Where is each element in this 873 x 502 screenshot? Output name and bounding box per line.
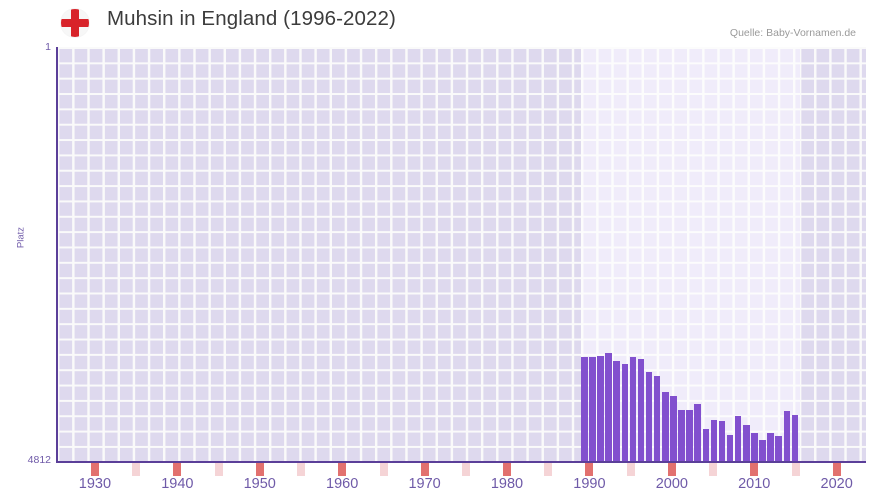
x-axis-tick-minor bbox=[626, 463, 635, 476]
x-axis-labels: 1930 1940 1950 1960 1970 1980 1990 2000 2010 2020 bbox=[0, 476, 873, 502]
bar[interactable] bbox=[694, 404, 701, 462]
bar[interactable] bbox=[637, 359, 645, 462]
source-attribution: Quelle: Baby-Vornamen.de bbox=[729, 27, 856, 39]
bar[interactable] bbox=[767, 433, 774, 462]
bar[interactable] bbox=[759, 440, 766, 462]
x-axis-tick-2020 bbox=[832, 463, 841, 476]
bar[interactable] bbox=[662, 392, 669, 462]
x-axis-tick-minor bbox=[791, 463, 800, 476]
bar[interactable] bbox=[791, 415, 799, 462]
x-axis-tick-minor bbox=[214, 463, 223, 476]
x-axis-tick-1940 bbox=[173, 463, 182, 476]
bar[interactable] bbox=[743, 425, 750, 462]
y-axis-tick-top: 1 bbox=[45, 41, 51, 53]
y-axis-line bbox=[56, 47, 58, 462]
bar[interactable] bbox=[605, 353, 612, 462]
x-axis-tick-1990 bbox=[585, 463, 594, 476]
bar[interactable] bbox=[621, 364, 629, 462]
x-axis-tick-1950 bbox=[255, 463, 264, 476]
bar[interactable] bbox=[783, 411, 791, 462]
x-axis-label-2010: 2010 bbox=[738, 476, 771, 492]
y-axis-tick-bottom: 4812 bbox=[27, 454, 51, 466]
y-axis-title: Platz bbox=[15, 226, 27, 249]
bar[interactable] bbox=[686, 410, 693, 462]
x-axis-label-1950: 1950 bbox=[243, 476, 276, 492]
bar[interactable] bbox=[653, 376, 661, 462]
x-axis-tick-minor bbox=[462, 463, 471, 476]
bar[interactable] bbox=[670, 396, 677, 462]
x-axis-label-1970: 1970 bbox=[408, 476, 441, 492]
x-axis-label-2000: 2000 bbox=[655, 476, 688, 492]
x-axis-tick-band bbox=[57, 463, 866, 476]
bar[interactable] bbox=[597, 356, 604, 462]
x-axis-tick-2000 bbox=[667, 463, 676, 476]
bar[interactable] bbox=[702, 429, 710, 462]
x-axis-tick-minor bbox=[297, 463, 306, 476]
x-axis-tick-1970 bbox=[420, 463, 429, 476]
x-axis-label-2020: 2020 bbox=[820, 476, 853, 492]
bar[interactable] bbox=[751, 433, 758, 462]
x-axis-label-1960: 1960 bbox=[326, 476, 359, 492]
x-axis-label-1980: 1980 bbox=[490, 476, 524, 492]
chart-header: Muhsin in England (1996-2022) Quelle: Ba… bbox=[0, 0, 873, 46]
x-axis-label-1990: 1990 bbox=[573, 476, 606, 492]
bar[interactable] bbox=[726, 435, 734, 462]
x-axis-tick-2010 bbox=[750, 463, 759, 476]
bar[interactable] bbox=[710, 420, 718, 462]
plot-area bbox=[57, 47, 866, 462]
x-axis-tick-minor bbox=[709, 463, 718, 476]
bar-series bbox=[57, 47, 866, 462]
england-flag-icon bbox=[61, 9, 89, 37]
x-axis-tick-minor bbox=[379, 463, 388, 476]
bar[interactable] bbox=[775, 436, 782, 462]
bar[interactable] bbox=[734, 416, 742, 462]
x-axis-label-1940: 1940 bbox=[161, 476, 194, 492]
bar[interactable] bbox=[645, 372, 653, 462]
x-axis-tick-1930 bbox=[90, 463, 99, 476]
x-axis-tick-minor bbox=[131, 463, 140, 476]
bar[interactable] bbox=[581, 357, 588, 462]
bar[interactable] bbox=[718, 421, 726, 462]
bar[interactable] bbox=[678, 410, 685, 462]
bar[interactable] bbox=[629, 357, 637, 462]
x-axis-tick-minor bbox=[544, 463, 553, 476]
bar[interactable] bbox=[589, 357, 596, 462]
x-axis-tick-1960 bbox=[338, 463, 347, 476]
bar[interactable] bbox=[613, 361, 620, 462]
page-title: Muhsin in England (1996-2022) bbox=[107, 7, 396, 30]
x-axis-line bbox=[56, 461, 866, 463]
x-axis-label-1930: 1930 bbox=[78, 476, 112, 492]
x-axis-tick-1980 bbox=[503, 463, 511, 476]
